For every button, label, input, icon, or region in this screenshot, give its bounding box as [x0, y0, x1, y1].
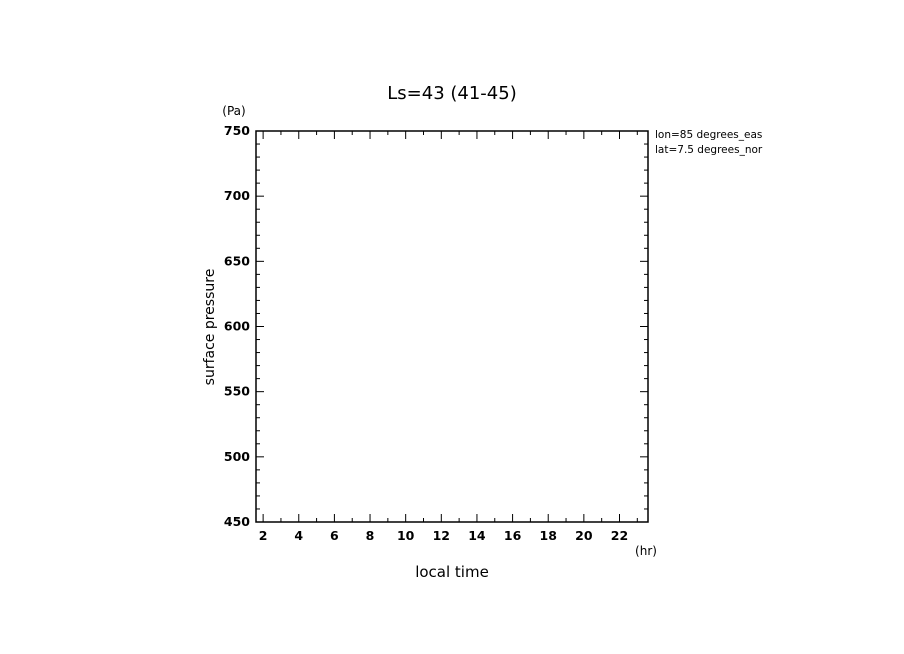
x-unit-label: (hr) — [635, 544, 657, 558]
y-tick-label: 750 — [224, 123, 250, 138]
annotation-lon: lon=85 degrees_eas — [655, 129, 762, 141]
x-tick-label: 14 — [468, 528, 486, 543]
x-tick-label: 16 — [504, 528, 522, 543]
y-axis-label: surface pressure — [202, 269, 218, 386]
x-tick-label: 22 — [611, 528, 628, 543]
y-tick-label: 550 — [224, 384, 250, 399]
x-tick-label: 4 — [294, 528, 303, 543]
x-tick-label: 8 — [366, 528, 375, 543]
x-tick-label: 10 — [397, 528, 415, 543]
x-tick-label: 12 — [433, 528, 450, 543]
y-tick-label: 700 — [224, 188, 250, 203]
y-tick-label: 450 — [224, 514, 250, 529]
x-tick-label: 18 — [540, 528, 557, 543]
plot-frame — [255, 130, 649, 523]
y-tick-label: 650 — [224, 253, 250, 268]
y-tick-label: 600 — [224, 319, 250, 334]
chart-title: Ls=43 (41-45) — [387, 83, 516, 104]
x-tick-label: 6 — [330, 528, 339, 543]
x-tick-label: 2 — [259, 528, 268, 543]
axes-layer: 450 500 550 600 650 700 750 2 4 6 8 10 12 14 16 18 20 22 — [224, 123, 648, 543]
annotation-lat: lat=7.5 degrees_nor — [655, 144, 763, 156]
y-tick-label: 500 — [224, 449, 250, 464]
x-axis-label: local time — [415, 563, 489, 581]
y-unit-label: (Pa) — [222, 104, 245, 118]
x-tick-label: 20 — [575, 528, 593, 543]
